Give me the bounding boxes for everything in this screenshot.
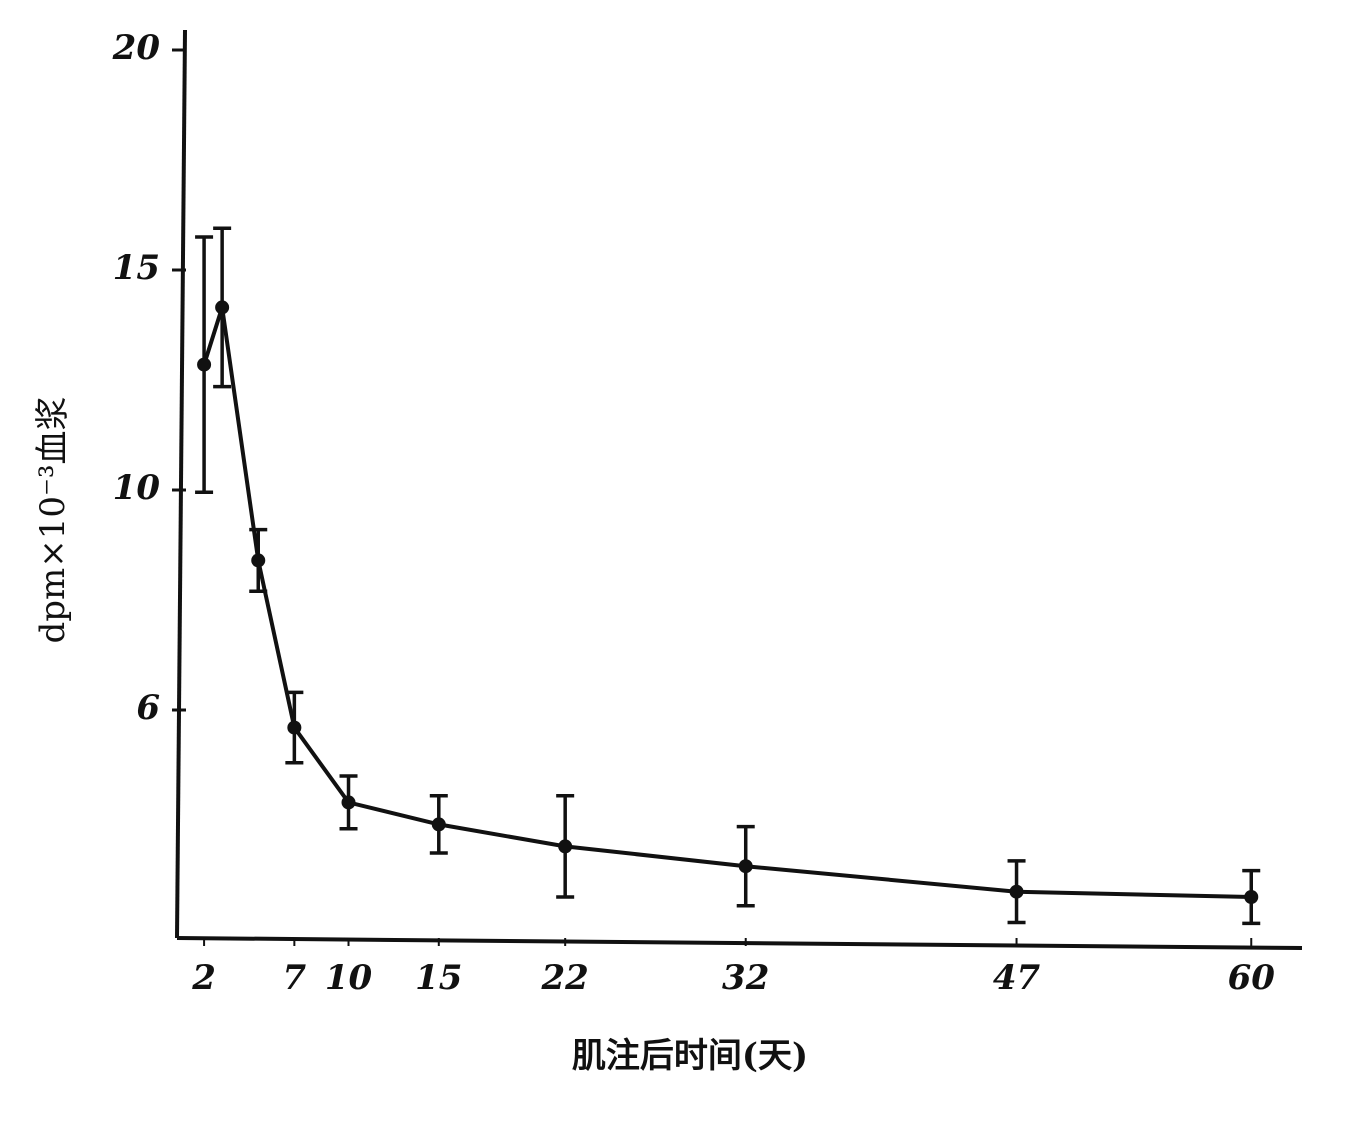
data-point <box>739 859 753 873</box>
y-axis-label: dpm×10⁻³血浆 <box>33 396 73 643</box>
data-point <box>558 839 572 853</box>
data-point <box>1244 890 1258 904</box>
data-point <box>215 300 229 314</box>
y-tick-label: 10 <box>113 468 161 508</box>
x-tick-label: 60 <box>1228 958 1276 998</box>
y-tick-label: 20 <box>112 28 161 68</box>
data-point <box>1010 885 1024 899</box>
x-tick-label: 2 <box>191 958 216 998</box>
x-tick-label: 15 <box>415 958 462 998</box>
y-tick-label: 15 <box>113 248 160 288</box>
data-point <box>287 721 301 735</box>
x-tick-label: 47 <box>993 958 1041 998</box>
data-line <box>204 307 1251 897</box>
x-tick-label: 22 <box>541 958 589 998</box>
data-point <box>432 817 446 831</box>
x-tick-label: 10 <box>325 958 373 998</box>
y-tick-label: 6 <box>136 688 160 728</box>
x-axis <box>177 938 1302 948</box>
x-axis-label: 肌注后时间(天) <box>572 1036 808 1076</box>
data-point <box>251 553 265 567</box>
chart: 肌注后时间(天) dpm×10⁻³血浆 6 10 15 20 2 7 10 15 22 32 47 6… <box>0 0 1356 1131</box>
data-point <box>342 795 356 809</box>
y-axis <box>177 30 185 938</box>
data-point <box>197 358 211 372</box>
x-tick-label: 7 <box>283 958 307 998</box>
x-tick-label: 32 <box>722 958 769 998</box>
